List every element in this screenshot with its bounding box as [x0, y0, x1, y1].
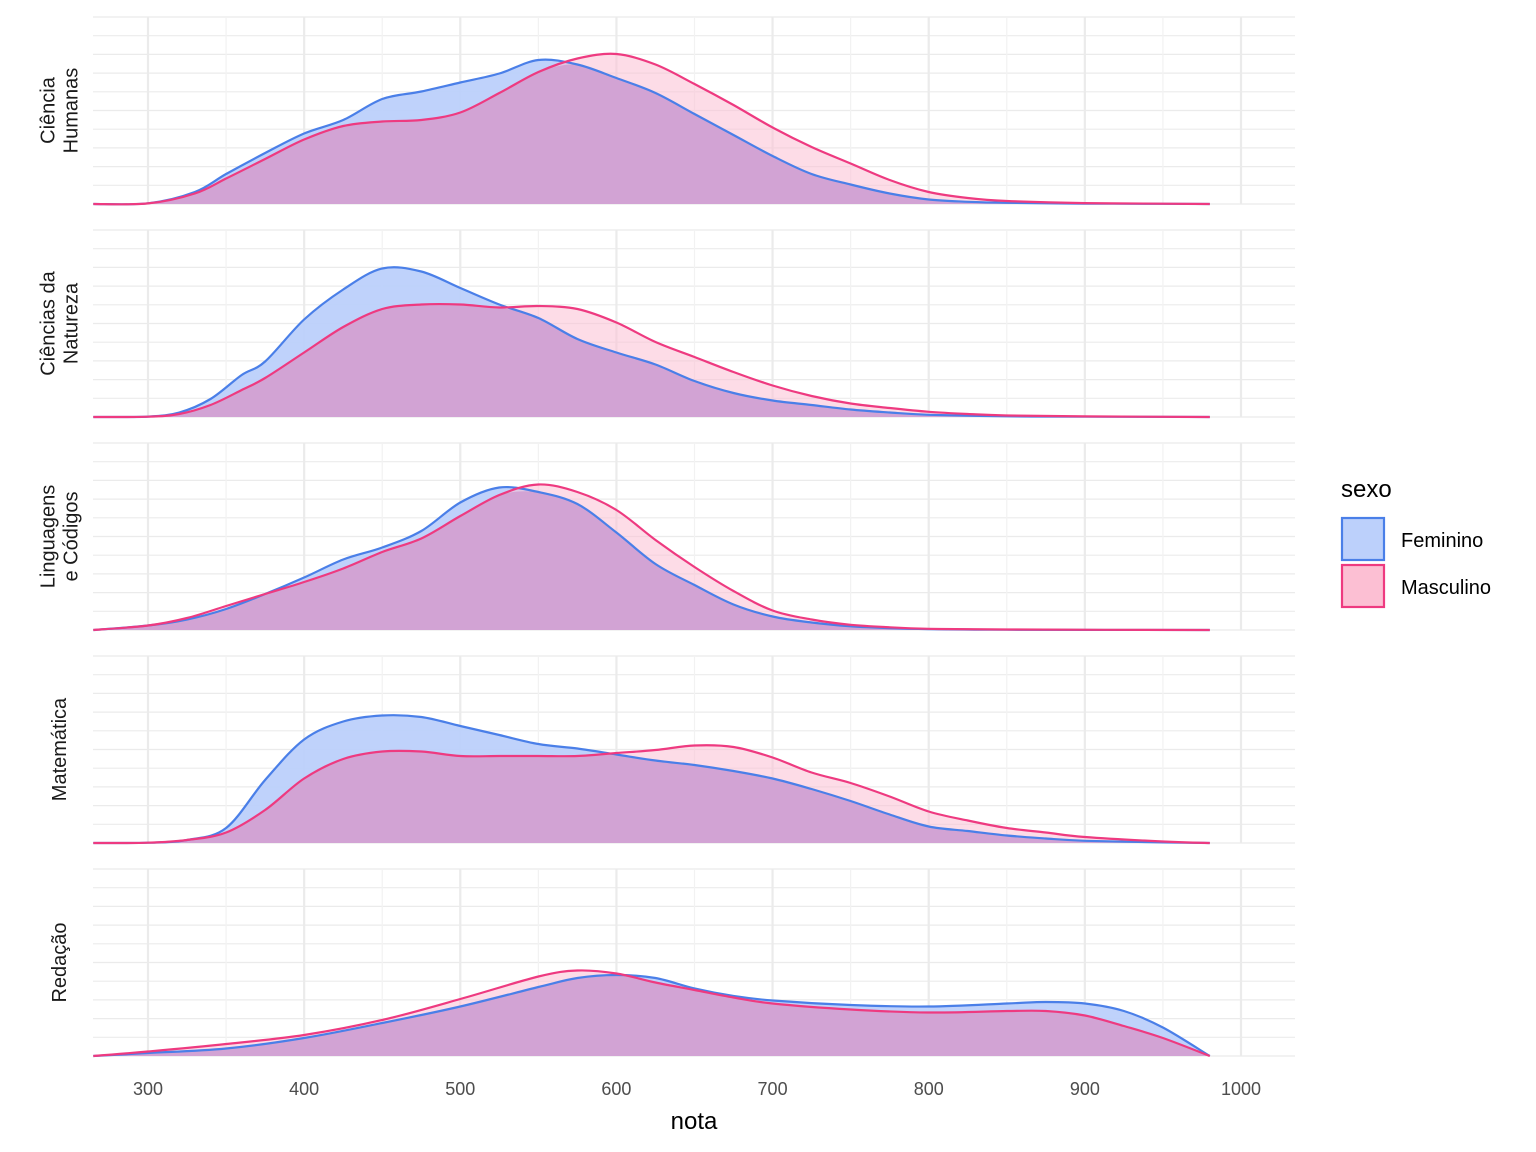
legend-label-feminino: Feminino: [1401, 530, 1483, 552]
density-overlap-area: [93, 750, 1210, 844]
density-line-masculino: [93, 52, 1210, 206]
density-line-masculino: [93, 483, 1210, 632]
legend: sexo Feminino Masculino: [1340, 476, 1491, 609]
panel-label: Linguagens: [38, 485, 60, 588]
density-line-feminino: [93, 973, 1211, 1058]
panel-label: Ciências da: [38, 270, 60, 375]
panel-label: Humanas: [61, 68, 83, 154]
density-overlap-area: [93, 974, 1210, 1056]
x-tick-label: 300: [133, 1079, 163, 1099]
panel-label: Matemática: [49, 697, 71, 801]
x-axis-title: nota: [671, 1108, 718, 1135]
density-overlap-area: [93, 491, 1210, 630]
legend-label-masculino: Masculino: [1401, 577, 1491, 599]
density-line-feminino: [93, 58, 1210, 206]
density-line-feminino: [93, 266, 1210, 419]
legend-title: sexo: [1341, 476, 1392, 503]
x-tick-label: 700: [758, 1079, 788, 1099]
legend-key-feminino: [1340, 516, 1386, 562]
panel-2: [93, 266, 1210, 419]
x-tick-label: 1000: [1221, 1079, 1261, 1099]
x-axis: 300 400 500 600 700 800 900 1000: [133, 1079, 1261, 1099]
panel-labels: Ciência Humanas Ciências da Natureza Linguag…: [38, 68, 83, 1003]
x-tick-label: 400: [289, 1079, 319, 1099]
density-overlap-area: [93, 304, 1210, 417]
panel-label: Ciência: [38, 76, 60, 144]
x-tick-label: 800: [914, 1079, 944, 1099]
panel-5: [93, 969, 1211, 1058]
legend-key-masculino: [1340, 563, 1386, 609]
x-tick-label: 900: [1070, 1079, 1100, 1099]
panel-3: [93, 483, 1210, 632]
density-line-masculino: [93, 744, 1210, 845]
density-line-feminino: [93, 714, 1210, 845]
x-tick-label: 600: [601, 1079, 631, 1099]
panel-label: e Códigos: [61, 491, 83, 581]
density-line-masculino: [93, 302, 1210, 419]
panel-label: Natureza: [61, 282, 83, 364]
panels-layer: [93, 52, 1211, 1058]
panel-1: [93, 52, 1210, 206]
panel-label: Redação: [49, 922, 71, 1002]
panel-4: [93, 714, 1210, 845]
density-line-masculino: [93, 969, 1211, 1058]
density-overlap-area: [93, 64, 1210, 205]
x-tick-label: 500: [445, 1079, 475, 1099]
